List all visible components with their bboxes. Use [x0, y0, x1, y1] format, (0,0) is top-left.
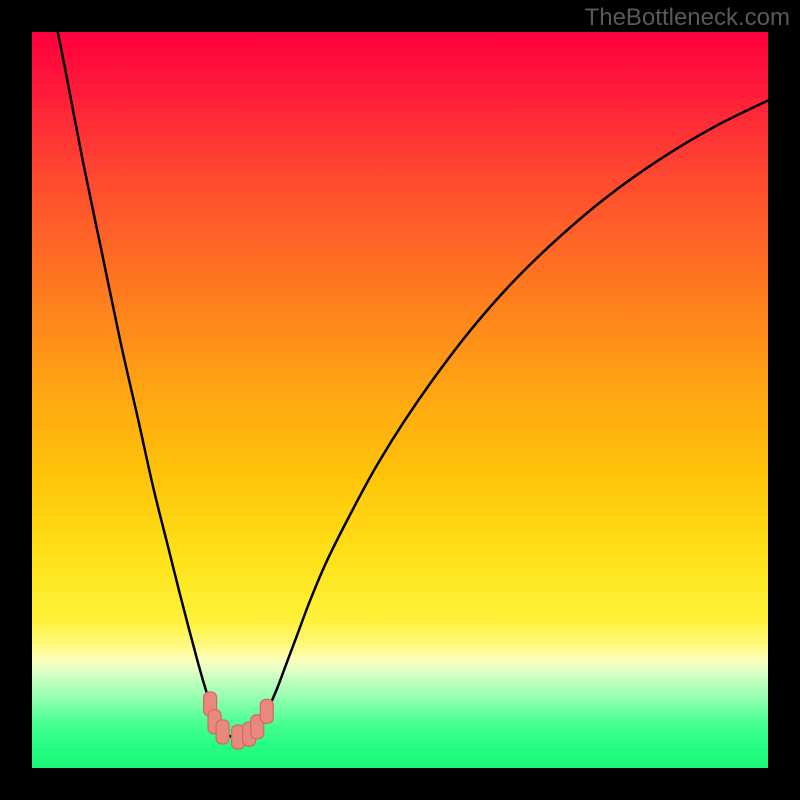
curve-marker — [251, 715, 264, 739]
curve-marker — [260, 699, 273, 723]
curve-markers — [204, 692, 274, 749]
chart-svg — [0, 0, 800, 800]
watermark-text: TheBottleneck.com — [585, 4, 790, 32]
curve-marker — [208, 710, 221, 734]
curve-marker — [243, 722, 256, 746]
curve-marker — [216, 720, 229, 744]
bottleneck-curve — [50, 0, 768, 737]
chart-canvas: TheBottleneck.com — [0, 0, 800, 800]
outer-background — [0, 0, 800, 800]
plot-background-gradient — [32, 32, 768, 768]
curve-marker — [204, 692, 217, 716]
curve-marker — [232, 725, 245, 749]
